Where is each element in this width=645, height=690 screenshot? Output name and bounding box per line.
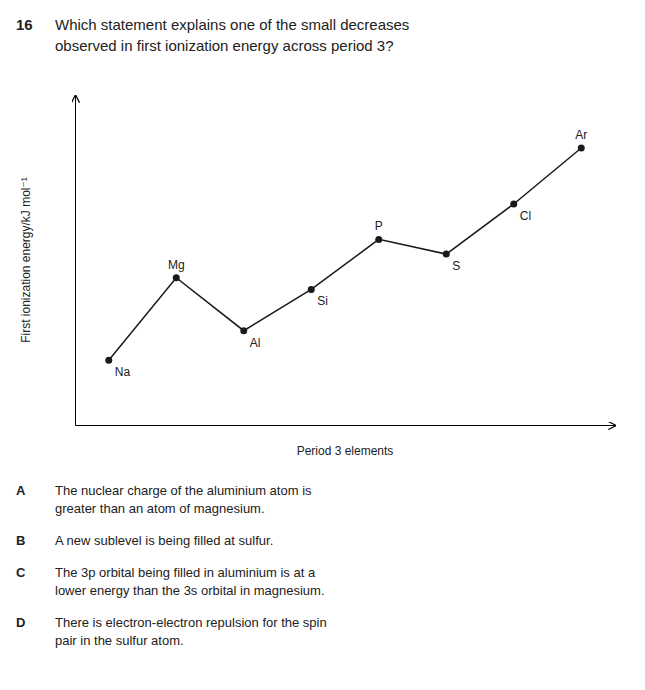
y-axis-title: First ionization energy/kJ mol⁻¹ — [19, 177, 33, 343]
answer-options: A The nuclear charge of the aluminium ato… — [16, 483, 327, 648]
text-line: pair in the sulfur atom. — [55, 633, 184, 648]
point-label: Na — [115, 365, 131, 379]
data-point — [173, 274, 180, 281]
point-label: S — [452, 259, 460, 273]
marks — [105, 145, 585, 364]
text-line: lower energy than the 3s orbital in magn… — [55, 583, 325, 598]
text-line: Which statement explains one of the smal… — [55, 16, 409, 33]
point-label: Cl — [520, 209, 531, 223]
point-labels: Na Mg Al Si P S Cl Ar — [115, 128, 588, 379]
data-point — [510, 201, 517, 208]
y-axis-line — [75, 96, 76, 426]
data-point — [240, 327, 247, 334]
data-point — [308, 286, 315, 293]
answer-text: The 3p orbital being filled in aluminium… — [55, 565, 325, 598]
answer-text: The nuclear charge of the aluminium atom… — [55, 483, 312, 516]
answer-letter: A — [16, 483, 26, 498]
chart-container: 16 Which statement explains one of the sm… — [0, 0, 645, 690]
answer-letter: C — [16, 565, 26, 580]
answer-letter: D — [16, 615, 25, 630]
text-line: There is electron-electron repulsion for… — [55, 615, 327, 630]
point-label: Si — [317, 294, 328, 308]
data-point — [375, 236, 382, 243]
y-axis — [75, 96, 76, 426]
data-point — [105, 357, 112, 364]
data-point — [578, 145, 585, 152]
title: Which statement explains one of the smal… — [55, 16, 409, 54]
text-line: greater than an atom of magnesium. — [55, 501, 265, 516]
point-label: P — [375, 219, 383, 233]
chart-svg: 16 Which statement explains one of the sm… — [0, 0, 645, 690]
answer-text: There is electron-electron repulsion for… — [55, 615, 327, 648]
x-axis-line — [76, 425, 616, 426]
plot-area: Na Mg Al Si P S Cl Ar — [76, 96, 616, 426]
data-point — [443, 251, 450, 258]
title-number: 16 — [16, 16, 33, 33]
text-line: observed in first ionization energy acro… — [55, 37, 394, 54]
point-label: Mg — [168, 258, 185, 272]
text-line: The 3p orbital being filled in aluminium… — [55, 565, 316, 580]
text-line: The nuclear charge of the aluminium atom… — [55, 483, 312, 498]
point-label: Ar — [575, 128, 587, 142]
answer-letter: B — [16, 533, 25, 548]
data-line — [109, 148, 582, 360]
point-label: Al — [250, 336, 261, 350]
x-axis — [76, 425, 616, 426]
x-axis-title: Period 3 elements — [297, 444, 394, 458]
text-line: A new sublevel is being filled at sulfur… — [55, 533, 273, 548]
answer-text: A new sublevel is being filled at sulfur… — [55, 533, 273, 548]
